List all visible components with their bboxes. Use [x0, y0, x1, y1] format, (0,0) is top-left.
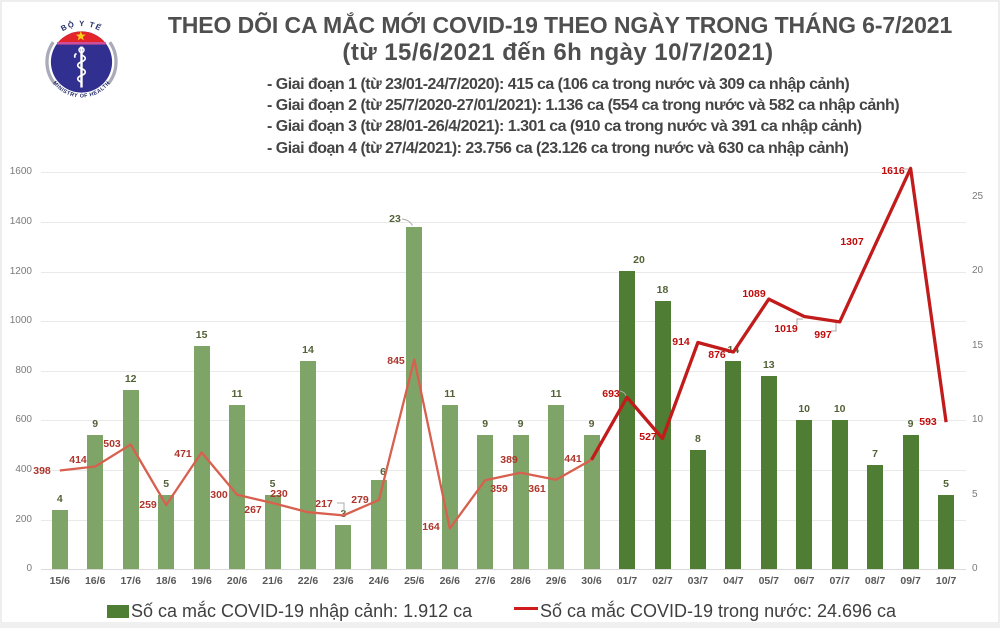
svg-text:BỘ Y TẾ: BỘ Y TẾ: [59, 19, 104, 33]
